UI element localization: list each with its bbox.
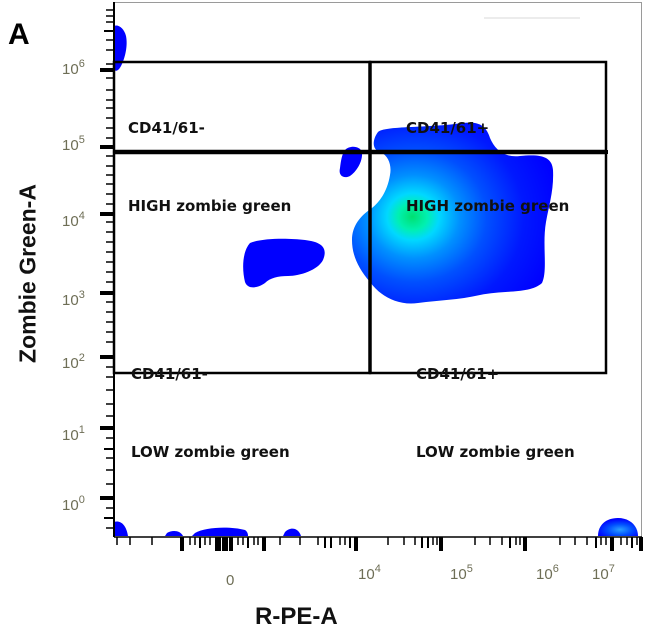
- quadrant-label-lower-right: CD41/61+ LOW zombie green: [416, 314, 575, 488]
- y-tick-1e2: 102: [62, 352, 85, 372]
- y-tick-1e3: 103: [62, 289, 85, 309]
- y-tick-1e5: 105: [62, 134, 85, 154]
- plot-frame: [114, 2, 642, 538]
- x-tick-1e4: 104: [358, 563, 381, 583]
- quadrant-lr-line1: CD41/61+: [416, 365, 500, 383]
- x-tick-1e7: 107: [592, 563, 615, 583]
- top-left-axis-events: [114, 25, 127, 71]
- quadrant-ll-line1: CD41/61-: [131, 365, 208, 383]
- y-axis-title: Zombie Green-A: [14, 184, 41, 363]
- x-axis-ticks: [116, 537, 643, 551]
- quadrant-ur-line2: HIGH zombie green: [406, 197, 570, 215]
- quadrant-ll-line2: LOW zombie green: [131, 443, 290, 461]
- quadrant-ul-line1: CD41/61-: [128, 119, 205, 137]
- gate-crossing-sliver: [339, 146, 363, 178]
- quadrant-ul-line2: HIGH zombie green: [128, 197, 292, 215]
- y-axis-ticks: [100, 9, 114, 529]
- bottom-axis-events-1: [114, 521, 128, 536]
- quadrant-label-upper-right: CD41/61+ HIGH zombie green: [406, 68, 569, 242]
- bottom-right-axis-events: [598, 518, 638, 536]
- quadrant-ur-line1: CD41/61+: [406, 119, 490, 137]
- bottom-axis-events-4: [283, 528, 301, 536]
- x-tick-0: 0: [226, 572, 235, 589]
- y-tick-1e0: 100: [62, 494, 85, 514]
- panel-letter: A: [8, 18, 30, 51]
- y-tick-1e6: 106: [62, 58, 85, 78]
- y-tick-1e1: 101: [62, 424, 85, 444]
- y-tick-1e4: 104: [62, 210, 85, 230]
- x-axis-title: R-PE-A: [255, 603, 338, 630]
- quadrant-label-upper-left: CD41/61- HIGH zombie green: [128, 68, 291, 242]
- main-population: [352, 122, 554, 304]
- x-tick-1e5: 105: [450, 563, 473, 583]
- cd41-negative-cluster: [243, 238, 325, 288]
- bottom-axis-events-3: [192, 527, 248, 536]
- quadrant-lr-line2: LOW zombie green: [416, 443, 575, 461]
- quadrant-gate: [112, 60, 608, 375]
- quadrant-label-lower-left: CD41/61- LOW zombie green: [131, 314, 290, 488]
- bottom-axis-events-2: [165, 531, 183, 536]
- x-tick-1e6: 106: [536, 563, 559, 583]
